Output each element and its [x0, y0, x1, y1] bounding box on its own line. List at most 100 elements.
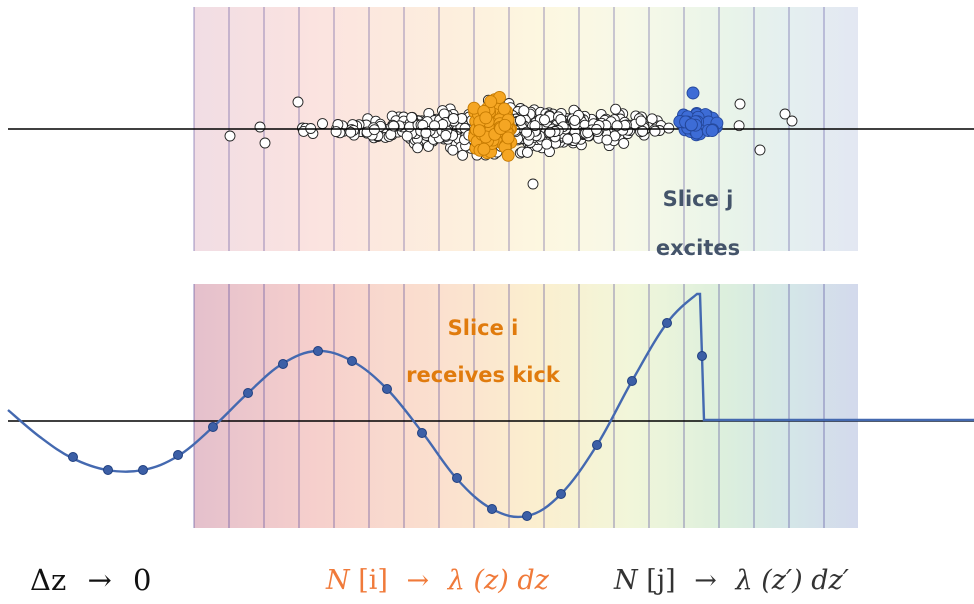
wake-sample-point	[313, 346, 323, 356]
formula-j-idx: [j]	[646, 565, 675, 596]
particle-marker	[292, 96, 304, 108]
particle-marker	[330, 126, 342, 138]
particle-marker	[544, 126, 556, 138]
wake-sample-point	[243, 388, 253, 398]
formula-delta-z: Δz → 0	[30, 563, 151, 597]
formula-slice-j: N [j] → λ (z′) dz′	[613, 565, 849, 596]
formula-i-idx: [i]	[358, 565, 388, 596]
particle-marker	[562, 133, 574, 145]
slice-i-particle	[479, 111, 493, 125]
wake-sample-point	[556, 489, 566, 499]
wake-sample-point	[382, 384, 392, 394]
formula-j-fn: λ	[734, 565, 752, 596]
formula-i-var: N	[325, 565, 351, 596]
bottom-slice-dividers	[193, 284, 825, 528]
particle-marker	[754, 144, 766, 156]
particle-marker	[259, 137, 271, 149]
formula-i-arrow: →	[407, 565, 430, 596]
particle-marker	[447, 144, 459, 156]
wake-sample-point	[138, 465, 148, 475]
formula-j-var: N	[613, 565, 639, 596]
particle-marker	[539, 114, 550, 126]
wake-sample-point	[68, 452, 78, 462]
wake-sample-point	[173, 450, 183, 460]
particle-marker	[637, 125, 649, 137]
wake-sample-point	[452, 473, 462, 483]
particle-marker	[440, 129, 452, 141]
slice-j-particle	[705, 124, 719, 138]
slice-i-particle	[501, 148, 515, 162]
formula-i-d: dz	[517, 565, 549, 596]
particle-marker	[448, 113, 459, 124]
particle-marker	[601, 134, 613, 146]
formula-i-arg: (z)	[473, 565, 508, 596]
slice-i-label-line1: Slice i	[448, 316, 519, 340]
slice-i-particle	[501, 131, 515, 145]
particle-marker	[610, 103, 622, 115]
particle-marker	[406, 111, 418, 123]
formula-delta-z-arrow: →	[87, 563, 111, 597]
particle-marker	[254, 121, 266, 133]
slice-j-particles	[673, 86, 724, 142]
particle-marker	[618, 137, 630, 149]
slice-i-particle	[498, 118, 512, 132]
particle-marker	[569, 114, 581, 126]
wake-sample-point	[522, 511, 532, 521]
particle-marker	[345, 126, 357, 138]
slice-i-particle	[477, 142, 491, 156]
particle-marker	[733, 120, 745, 132]
particle-marker	[611, 120, 623, 132]
particle-marker	[429, 120, 440, 132]
particle-marker	[457, 149, 469, 161]
wake-sample-point	[662, 318, 672, 328]
particle-marker	[663, 122, 675, 134]
wake-sample-point	[278, 359, 288, 369]
wake-sample-point	[592, 440, 602, 450]
svg-text:N [j] → λ: N [j] → λ (z′) dz′	[613, 565, 849, 596]
particle-marker	[518, 105, 530, 117]
particle-marker	[401, 130, 413, 142]
slice-i-particle	[472, 124, 486, 138]
svg-text:Δz → 0: Δz → 0	[30, 563, 151, 597]
slice-i-label-line2: receives kick	[406, 363, 561, 387]
particle-marker	[514, 114, 526, 126]
formula-delta-z-lhs: Δz	[30, 563, 66, 597]
particle-marker	[786, 115, 798, 127]
formula-j-arrow: →	[694, 565, 717, 596]
slice-j-label-line1: Slice j	[663, 187, 734, 211]
formula-j-arg: (z′)	[761, 565, 802, 596]
particle-marker	[649, 125, 661, 137]
wake-sample-point	[487, 504, 497, 514]
wake-sample-points	[68, 318, 707, 521]
particle-marker	[529, 120, 541, 132]
slice-i-particle	[484, 95, 498, 109]
slice-j-particle	[684, 118, 698, 132]
wake-sample-point	[697, 351, 707, 361]
particle-marker	[527, 178, 539, 190]
particle-marker	[412, 142, 424, 154]
wake-sample-point	[103, 465, 113, 475]
wake-sample-point	[417, 428, 427, 438]
particle-marker	[541, 138, 553, 150]
particle-marker	[779, 108, 791, 120]
slice-i-particles	[467, 90, 518, 162]
slice-j-label-line2: excites	[656, 236, 740, 260]
particle-marker	[734, 98, 746, 110]
bottom-slice-band	[194, 284, 858, 528]
wake-sample-point	[208, 422, 218, 432]
wake-sample-point	[627, 376, 637, 386]
wake-sample-point	[347, 356, 357, 366]
formula-i-fn: λ	[447, 565, 465, 596]
slice-i-particle	[497, 102, 511, 116]
formula-slice-i: N [i] → λ (z) dz	[325, 565, 550, 596]
svg-text:N [i] → λ: N [i] → λ (z) dz	[325, 565, 550, 596]
slice-j-particle	[686, 86, 700, 100]
particle-marker	[420, 127, 432, 139]
particle-marker	[317, 118, 328, 130]
formula-j-d: dz′	[811, 565, 849, 596]
particle-marker	[521, 146, 533, 158]
particle-marker	[635, 115, 647, 127]
formula-delta-z-rhs: 0	[133, 563, 151, 597]
particle-marker	[224, 130, 236, 142]
